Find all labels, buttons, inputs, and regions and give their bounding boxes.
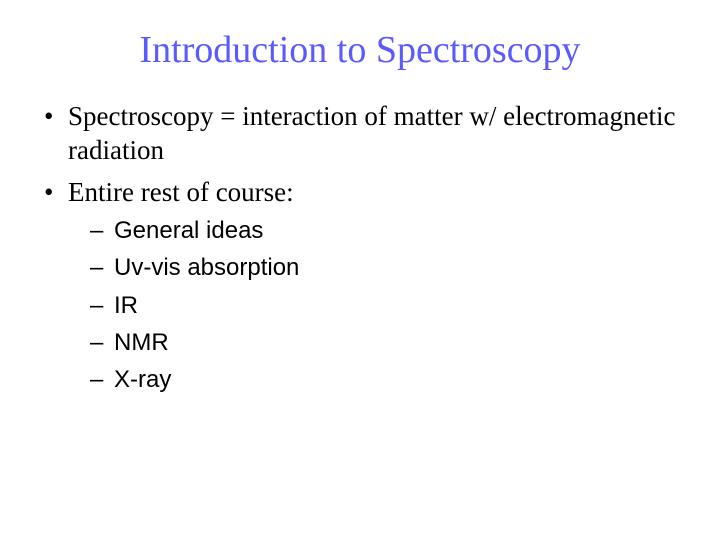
sub-bullet-item: IR: [114, 290, 680, 321]
sub-bullet-item: Uv-vis absorption: [114, 252, 680, 283]
slide-title: Introduction to Spectroscopy: [0, 28, 720, 72]
slide: Introduction to Spectroscopy Spectroscop…: [0, 0, 720, 540]
bullet-item: Spectroscopy = interaction of matter w/ …: [68, 100, 680, 168]
bullet-list-level1: Spectroscopy = interaction of matter w/ …: [40, 100, 680, 395]
bullet-text: Entire rest of course:: [68, 177, 294, 207]
sub-bullet-item: NMR: [114, 327, 680, 358]
bullet-text: Spectroscopy = interaction of matter w/ …: [68, 101, 676, 165]
bullet-item: Entire rest of course: General ideas Uv-…: [68, 176, 680, 396]
slide-content: Spectroscopy = interaction of matter w/ …: [0, 100, 720, 395]
sub-bullet-item: X-ray: [114, 364, 680, 395]
bullet-list-level2: General ideas Uv-vis absorption IR NMR X…: [68, 215, 680, 395]
sub-bullet-item: General ideas: [114, 215, 680, 246]
